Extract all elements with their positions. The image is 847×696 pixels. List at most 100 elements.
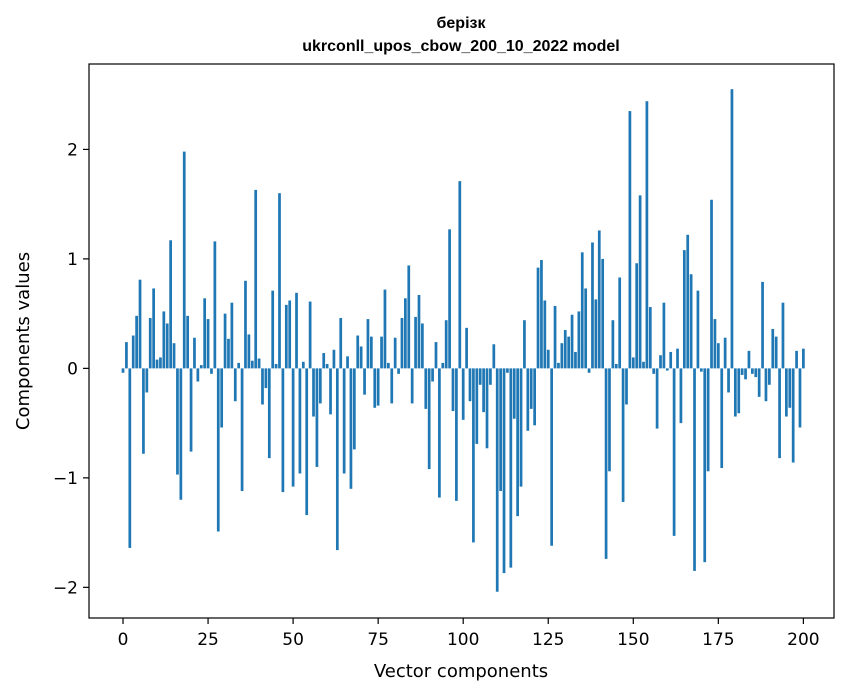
bar-113: [506, 368, 509, 373]
bar-176: [720, 368, 724, 468]
bar-25: [206, 319, 210, 369]
bar-10: [155, 359, 159, 369]
bar-3: [131, 335, 135, 369]
bar-59: [322, 353, 326, 369]
bar-172: [706, 368, 710, 472]
bar-13: [165, 323, 169, 369]
bar-20: [189, 368, 193, 452]
bar-0: [121, 368, 125, 373]
bar-37: [247, 334, 251, 369]
bar-54: [305, 368, 309, 516]
bar-73: [369, 336, 373, 369]
bar-145: [614, 363, 618, 369]
bar-31: [227, 338, 230, 369]
bar-15: [172, 343, 176, 369]
bar-135: [580, 252, 584, 369]
bar-127: [553, 305, 557, 369]
chart-subtitle: ukrconll_upos_cbow_200_10_2022 model: [302, 38, 619, 55]
bar-180: [733, 368, 737, 417]
bar-170: [699, 368, 703, 372]
bar-118: [523, 320, 526, 369]
bar-122: [536, 267, 540, 369]
bar-62: [332, 349, 336, 369]
bar-11: [159, 357, 162, 369]
bar-60: [325, 363, 329, 369]
bar-85: [410, 368, 414, 404]
bar-26: [210, 368, 213, 374]
x-axis-label: Vector components: [374, 661, 548, 682]
bar-88: [421, 323, 424, 369]
bar-81: [397, 368, 400, 374]
bar-190: [768, 368, 771, 385]
bar-139: [594, 299, 598, 369]
bar-188: [761, 281, 764, 369]
bar-133: [574, 351, 577, 369]
bar-16: [176, 368, 179, 475]
bar-125: [546, 349, 550, 369]
bar-108: [489, 368, 492, 385]
bar-192: [774, 336, 778, 369]
bar-5: [138, 279, 142, 369]
bar-71: [363, 368, 366, 395]
bar-43: [267, 368, 271, 459]
x-tick-label: 175: [702, 630, 734, 650]
bar-166: [686, 234, 690, 369]
bar-65: [342, 368, 346, 474]
bar-179: [730, 89, 734, 369]
bar-132: [570, 314, 574, 369]
bar-105: [478, 368, 482, 385]
bar-14: [169, 240, 172, 369]
bar-121: [533, 368, 536, 426]
bar-150: [631, 357, 635, 369]
bar-136: [584, 288, 588, 369]
bar-137: [587, 368, 591, 373]
bar-104: [475, 368, 479, 444]
bar-187: [757, 368, 761, 397]
bar-72: [366, 319, 370, 369]
bar-69: [356, 335, 360, 369]
bar-70: [359, 346, 363, 369]
bar-34: [237, 362, 241, 369]
bar-112: [502, 368, 506, 574]
bar-177: [723, 337, 727, 369]
bar-39: [254, 189, 258, 369]
bars-group: [121, 89, 805, 592]
bar-146: [618, 277, 622, 369]
bar-63: [335, 368, 339, 551]
bar-76: [380, 336, 383, 369]
bar-84: [407, 265, 411, 369]
x-tick-label: 150: [617, 630, 649, 650]
bar-152: [638, 195, 642, 369]
bar-33: [233, 368, 237, 402]
bar-17: [179, 368, 183, 500]
bar-130: [563, 330, 567, 369]
bar-116: [516, 368, 519, 517]
bar-111: [499, 368, 502, 491]
bar-184: [747, 350, 751, 369]
bar-159: [662, 302, 666, 369]
x-tick-label: 200: [787, 630, 819, 650]
bar-169: [696, 290, 700, 369]
bar-52: [298, 368, 302, 474]
bar-102: [468, 368, 472, 402]
bar-96: [448, 229, 451, 369]
bar-200: [802, 348, 805, 369]
bar-147: [621, 368, 625, 502]
x-axis-ticks: 0 25 50 75 100 125 150 175 200: [118, 618, 820, 650]
x-tick-label: 50: [282, 630, 304, 650]
bar-144: [611, 320, 615, 369]
bar-154: [645, 101, 649, 369]
bar-100: [461, 368, 465, 420]
bar-86: [414, 316, 417, 369]
bar-35: [240, 368, 244, 491]
bar-68: [352, 368, 356, 450]
bar-106: [482, 368, 485, 413]
bar-61: [329, 368, 332, 415]
bar-173: [710, 199, 713, 369]
bar-36: [244, 280, 247, 369]
bar-171: [703, 368, 707, 563]
bar-78: [387, 362, 390, 369]
bar-27: [213, 241, 217, 369]
bar-110: [495, 368, 499, 592]
bar-97: [451, 368, 455, 412]
